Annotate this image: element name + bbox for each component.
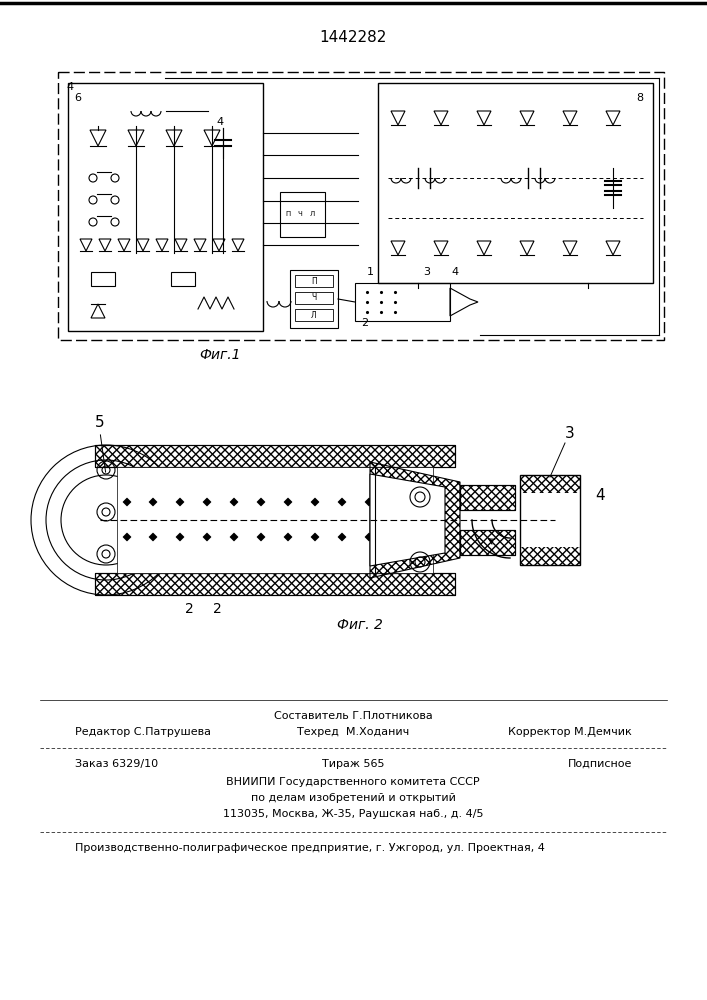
Text: Техред  М.Ходанич: Техред М.Ходанич (297, 727, 409, 737)
Polygon shape (176, 533, 184, 541)
Text: Фиг.1: Фиг.1 (199, 348, 241, 362)
Bar (378, 83, 653, 283)
Polygon shape (392, 498, 400, 506)
Polygon shape (284, 533, 292, 541)
Bar (91, 272, 115, 286)
Bar (58, 72, 664, 340)
Polygon shape (338, 498, 346, 506)
Bar (95, 573, 455, 595)
Text: 8: 8 (636, 93, 643, 103)
Text: П: П (311, 276, 317, 286)
Text: Производственно-полиграфическое предприятие, г. Ужгород, ул. Проектная, 4: Производственно-полиграфическое предприя… (75, 843, 545, 853)
Polygon shape (257, 498, 265, 506)
Text: 3: 3 (565, 426, 575, 441)
Text: ВНИИПИ Государственного комитета СССР: ВНИИПИ Государственного комитета СССР (226, 777, 480, 787)
Text: 2: 2 (213, 602, 222, 616)
Polygon shape (419, 498, 427, 506)
Text: Л: Л (310, 211, 315, 217)
Text: 2: 2 (185, 602, 194, 616)
Polygon shape (392, 533, 400, 541)
Polygon shape (123, 498, 131, 506)
Bar (520, 475, 580, 493)
Text: 5: 5 (95, 415, 105, 430)
Text: Корректор М.Демчик: Корректор М.Демчик (508, 727, 632, 737)
Polygon shape (365, 498, 373, 506)
Polygon shape (311, 498, 319, 506)
Polygon shape (176, 498, 184, 506)
Bar (460, 530, 515, 555)
Text: Заказ 6329/10: Заказ 6329/10 (75, 759, 158, 769)
Text: Ч: Ч (298, 211, 303, 217)
Polygon shape (203, 498, 211, 506)
Text: 4: 4 (216, 117, 223, 127)
Text: 113035, Москва, Ж-35, Раушская наб., д. 4/5: 113035, Москва, Ж-35, Раушская наб., д. … (223, 809, 484, 819)
Text: 4: 4 (595, 488, 604, 503)
Bar (95, 445, 455, 467)
Bar (68, 83, 263, 331)
Bar (295, 275, 333, 287)
Bar (460, 485, 515, 510)
Bar (290, 270, 338, 328)
Polygon shape (149, 498, 157, 506)
Bar (295, 292, 333, 304)
Text: П: П (286, 211, 291, 217)
Text: Ч: Ч (311, 294, 317, 302)
Polygon shape (149, 533, 157, 541)
Text: Подписное: Подписное (568, 759, 632, 769)
Polygon shape (230, 498, 238, 506)
Bar (520, 547, 580, 565)
Polygon shape (338, 533, 346, 541)
Bar (171, 272, 195, 286)
Polygon shape (123, 533, 131, 541)
Text: 3: 3 (423, 267, 431, 277)
Text: Л: Л (311, 310, 317, 320)
Polygon shape (230, 533, 238, 541)
Text: Составитель Г.Плотникова: Составитель Г.Плотникова (274, 711, 433, 721)
Bar (280, 192, 325, 237)
Bar (295, 309, 333, 321)
Text: 1442282: 1442282 (320, 30, 387, 45)
Text: 4: 4 (452, 267, 459, 277)
Text: по делам изобретений и открытий: по делам изобретений и открытий (250, 793, 455, 803)
Polygon shape (203, 533, 211, 541)
Text: 1: 1 (366, 267, 373, 277)
Polygon shape (311, 533, 319, 541)
Text: Редактор С.Патрушева: Редактор С.Патрушева (75, 727, 211, 737)
Polygon shape (257, 533, 265, 541)
Polygon shape (284, 498, 292, 506)
Bar (95, 573, 455, 595)
Bar (117, 467, 433, 573)
Bar (95, 445, 455, 467)
Text: 6: 6 (74, 93, 81, 103)
Polygon shape (365, 533, 373, 541)
Text: 4: 4 (66, 82, 73, 92)
Bar (460, 485, 515, 510)
Text: Фиг. 2: Фиг. 2 (337, 618, 383, 632)
Bar (355, 283, 450, 321)
Bar (520, 475, 580, 565)
Bar (520, 475, 580, 493)
Bar (460, 530, 515, 555)
Bar (520, 547, 580, 565)
Text: Тираж 565: Тираж 565 (322, 759, 384, 769)
Text: 2: 2 (361, 318, 368, 328)
Polygon shape (419, 533, 427, 541)
Polygon shape (370, 474, 445, 566)
